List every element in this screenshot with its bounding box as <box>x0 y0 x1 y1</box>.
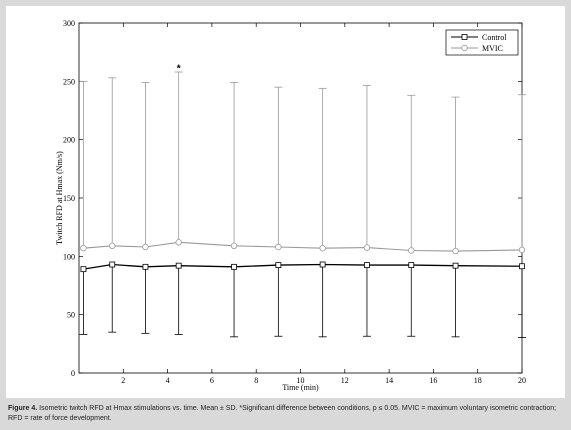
caption-label: Figure 4. <box>8 405 38 412</box>
line-chart: 2 4 6 8 10 12 14 16 18 20 0 50 100 150 200 250 300 * Ti… <box>55 19 526 392</box>
y-tick-label: 50 <box>67 311 75 320</box>
x-tick-label: 2 <box>121 376 125 385</box>
data-point-control <box>142 263 149 270</box>
data-point-control <box>364 262 370 268</box>
data-point-control <box>109 261 116 268</box>
data-point-control <box>231 263 237 270</box>
series-markers <box>80 239 526 273</box>
data-point-control <box>452 262 459 269</box>
x-tick-label: 14 <box>385 376 393 385</box>
data-point-mvic <box>275 243 282 251</box>
data-point-control <box>80 266 87 273</box>
data-point-mvic <box>518 246 526 254</box>
plot-panel: 2 4 6 8 10 12 14 16 18 20 0 50 100 150 200 250 300 * Ti… <box>6 6 565 398</box>
y-axis-title: Twitch RFD at Hmax (Nm/s) <box>55 151 64 245</box>
error-bars <box>79 71 526 338</box>
x-tick-label: 10 <box>297 376 305 385</box>
legend-label: MVIC <box>482 44 503 53</box>
x-tick-label: 6 <box>210 376 214 385</box>
annotations: * <box>177 63 181 74</box>
y-tick-label: 100 <box>63 252 75 261</box>
y-axis: 0 50 100 150 200 250 300 <box>63 19 522 378</box>
data-point-mvic <box>452 247 459 255</box>
data-point-mvic <box>175 239 182 246</box>
data-point-mvic <box>363 244 371 251</box>
x-axis: 2 4 6 8 10 12 14 16 18 20 <box>121 23 526 385</box>
figure-caption: Figure 4. Isometric twitch RFD at Hmax s… <box>8 404 564 424</box>
data-point-mvic <box>230 242 238 250</box>
x-tick-label: 4 <box>166 376 170 385</box>
data-point-mvic <box>408 247 415 254</box>
y-tick-label: 250 <box>63 77 75 86</box>
data-point-mvic <box>80 244 87 252</box>
data-point-control <box>275 262 282 268</box>
legend-label: Control <box>482 33 507 42</box>
data-point-control <box>519 263 525 270</box>
x-tick-label: 18 <box>474 376 482 385</box>
x-tick-label: 8 <box>254 376 258 385</box>
significance-asterisk: * <box>177 63 181 74</box>
plot-area <box>78 22 523 374</box>
data-point-control <box>408 262 415 268</box>
data-point-control <box>175 262 182 269</box>
data-point-mvic <box>142 243 149 251</box>
x-axis-title: Time (min) <box>282 383 319 392</box>
legend-marker <box>461 34 468 40</box>
caption-text: Isometric twitch RFD at Hmax stimulation… <box>8 405 557 422</box>
x-tick-label: 12 <box>341 376 349 385</box>
x-tick-label: 16 <box>429 376 437 385</box>
legend-box <box>445 29 519 56</box>
y-tick-label: 300 <box>63 19 75 28</box>
data-point-mvic <box>319 244 326 252</box>
y-tick-label: 150 <box>63 194 75 203</box>
legend-marker <box>461 44 468 52</box>
data-point-control <box>319 261 326 268</box>
legend: Control MVIC <box>445 29 519 56</box>
y-tick-label: 0 <box>71 369 75 378</box>
data-point-mvic <box>109 242 116 250</box>
y-tick-label: 200 <box>63 136 75 145</box>
x-tick-label: 20 <box>518 376 526 385</box>
